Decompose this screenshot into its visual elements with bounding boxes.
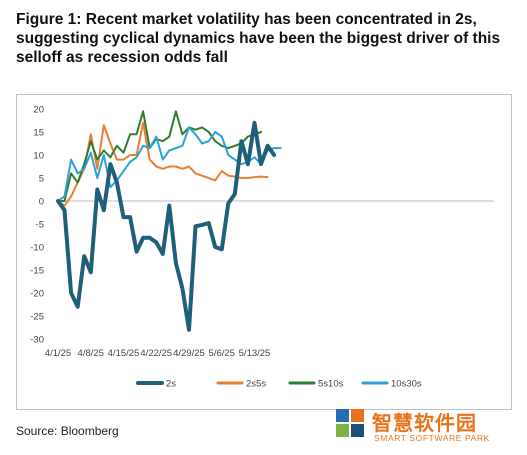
x-tick-label: 4/15/25 [108,348,140,359]
source-note: Source: Bloomberg [16,424,119,438]
y-tick-label: 15 [33,128,44,139]
series-line-2s [56,120,277,332]
y-tick-label: -20 [30,289,44,300]
y-tick-label: -25 [30,312,44,323]
y-tick-label: -10 [30,243,44,254]
y-tick-label: 10 [33,151,44,162]
legend-label-5s10s: 5s10s [318,379,344,390]
chart-frame [16,94,512,410]
y-tick-label: -15 [30,266,44,277]
x-tick-label: 4/22/25 [140,348,172,359]
x-tick-label: 5/13/25 [239,348,271,359]
legend-label-10s30s: 10s30s [391,379,422,390]
figure-title: Figure 1: Recent market volatility has b… [16,11,501,66]
legend-label-2s: 2s [166,379,176,390]
legend-label-2s5s: 2s5s [246,379,266,390]
x-tick-label: 5/6/25 [209,348,235,359]
y-tick-label: 5 [39,174,44,185]
y-tick-label: 0 [39,197,44,208]
y-tick-label: -30 [30,335,44,346]
watermark-mark-icon [336,409,366,439]
watermark-text-cn: 智慧软件园 [372,413,477,435]
series-line-5s10s [57,110,262,202]
watermark-logo: 智慧软件园 SMART SOFTWARE PARK [336,407,524,451]
watermark-text-en: SMART SOFTWARE PARK [374,433,490,443]
y-tick-label: -5 [36,220,44,231]
x-tick-label: 4/1/25 [45,348,71,359]
series-line-10s30s [57,126,282,202]
x-tick-label: 4/8/25 [78,348,104,359]
x-tick-label: 4/29/25 [173,348,205,359]
y-tick-label: 20 [33,105,44,116]
